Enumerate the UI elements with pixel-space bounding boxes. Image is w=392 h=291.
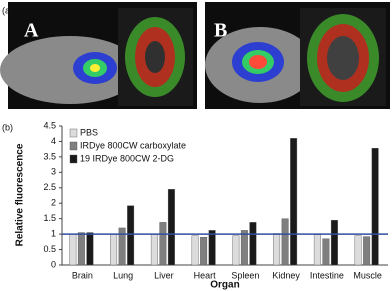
bar <box>191 235 199 266</box>
bar <box>118 227 126 266</box>
y-tick-label: 2.5 <box>43 182 56 192</box>
image-label: B <box>214 20 227 42</box>
bar <box>290 138 298 266</box>
bar <box>167 189 175 266</box>
panel-label: (b) <box>2 122 13 132</box>
x-tick-label: Kidney <box>272 270 300 280</box>
bar <box>127 205 135 266</box>
bar <box>69 233 77 266</box>
bar <box>313 234 321 266</box>
bar <box>363 236 371 266</box>
image-panel-a <box>0 2 197 109</box>
bar <box>281 218 289 266</box>
legend-label: IRDye 800CW carboxylate <box>80 140 186 150</box>
x-tick-label: Muscle <box>353 270 382 280</box>
x-tick-label: Spleen <box>231 270 259 280</box>
bar <box>330 220 338 266</box>
bar <box>200 236 208 266</box>
x-tick-label: Heart <box>194 270 217 280</box>
legend-swatch <box>69 141 78 151</box>
y-tick-label: 4.5 <box>43 120 56 130</box>
bar <box>208 230 216 266</box>
bar <box>354 235 362 266</box>
bar <box>240 230 248 266</box>
y-tick-label: 2 <box>51 198 56 208</box>
bar <box>371 148 379 266</box>
x-tick-label: Brain <box>72 270 93 280</box>
x-tick-label: Liver <box>154 270 174 280</box>
image-panel-b <box>205 2 390 109</box>
x-tick-label: Intestine <box>310 270 344 280</box>
y-tick-label: 1.5 <box>43 213 56 223</box>
bar <box>232 235 240 266</box>
bar <box>110 233 118 266</box>
y-tick-label: 4 <box>51 136 56 146</box>
legend-label: 19 IRDye 800CW 2-DG <box>80 153 174 163</box>
bar <box>249 222 257 266</box>
y-tick-label: 1 <box>51 228 56 238</box>
y-tick-label: 0 <box>51 259 56 269</box>
legend-swatch <box>69 128 78 138</box>
bar <box>86 232 94 266</box>
panel-label: (a) <box>2 5 13 15</box>
bar <box>159 222 167 266</box>
bar <box>322 238 330 266</box>
x-axis-label: Organ <box>210 280 239 291</box>
y-axis-label: Relative fluorescence <box>15 143 26 246</box>
bar <box>273 233 281 266</box>
legend-label: PBS <box>80 127 98 137</box>
image-label: A <box>24 20 39 42</box>
bar <box>77 232 85 266</box>
bar <box>150 233 158 266</box>
y-tick-label: 0.5 <box>43 244 56 254</box>
legend-swatch <box>69 154 78 164</box>
y-tick-label: 3.5 <box>43 151 56 161</box>
y-tick-label: 3 <box>51 167 56 177</box>
x-tick-label: Lung <box>113 270 133 280</box>
